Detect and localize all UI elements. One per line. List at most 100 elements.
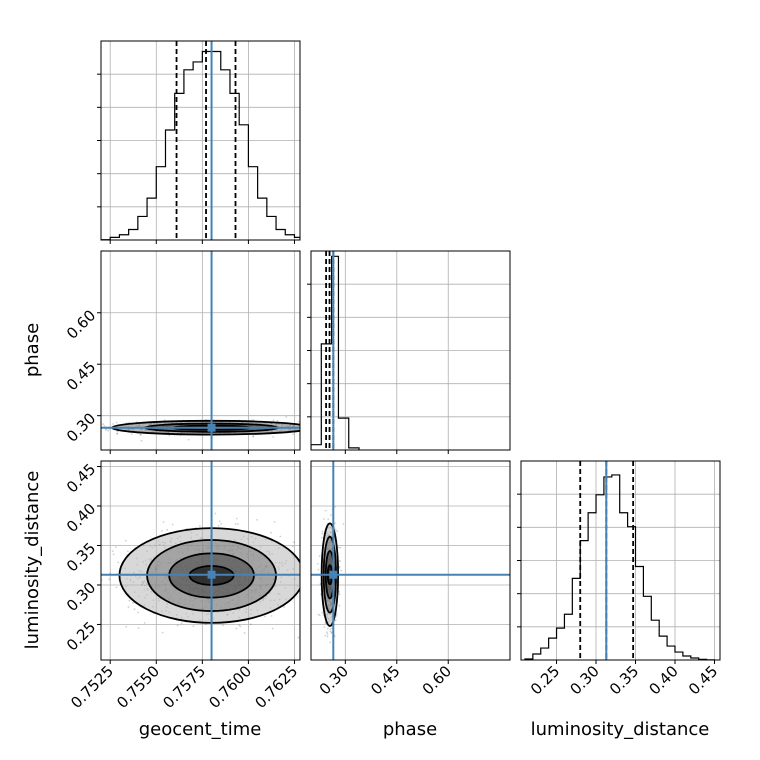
sample-point xyxy=(133,608,136,611)
sample-point xyxy=(192,625,195,627)
panel-frame xyxy=(310,460,511,661)
sample-point xyxy=(330,632,333,634)
sample-point xyxy=(222,624,225,627)
panel-frame xyxy=(100,40,301,241)
sample-point xyxy=(97,430,99,432)
x-tick-label: 0.7550 xyxy=(113,662,163,712)
sample-point xyxy=(318,614,321,617)
sample-point xyxy=(234,523,237,525)
sample-point xyxy=(317,594,319,596)
x-axis-label-phase: phase xyxy=(383,719,437,740)
sample-point xyxy=(283,606,286,608)
sample-point xyxy=(327,518,330,521)
x-tick-label: 0.45 xyxy=(685,662,721,698)
y-axis-label-luminosity-distance: luminosity_distance xyxy=(22,471,43,650)
sample-point xyxy=(130,433,133,436)
sample-point xyxy=(116,432,119,435)
sample-point xyxy=(312,429,314,431)
sample-point xyxy=(238,624,241,627)
sample-point xyxy=(334,522,336,525)
sample-point xyxy=(321,530,324,533)
sample-point xyxy=(272,419,275,422)
sample-point xyxy=(336,429,338,431)
sample-point xyxy=(124,539,127,542)
sample-point xyxy=(217,524,220,527)
sample-point xyxy=(338,566,341,568)
x-tick-label: 0.30 xyxy=(566,662,602,698)
sample-point xyxy=(256,519,258,521)
x-tick-label: 0.60 xyxy=(419,662,455,698)
sample-point xyxy=(252,434,255,437)
sample-point xyxy=(220,522,222,525)
sample-point xyxy=(76,620,78,622)
sample-point xyxy=(297,636,300,639)
sample-point xyxy=(272,436,275,438)
x-tick-label: 0.7525 xyxy=(67,662,117,712)
sample-point xyxy=(271,627,274,630)
y-tick-label: 0.25 xyxy=(63,618,99,654)
sample-point xyxy=(315,569,317,571)
sample-point xyxy=(330,627,333,630)
sample-point xyxy=(115,586,118,589)
sample-point xyxy=(143,621,146,624)
sample-point xyxy=(324,509,327,512)
sample-point xyxy=(317,613,320,616)
x-axis-label-geocent-time: geocent_time xyxy=(139,719,262,740)
sample-point xyxy=(103,424,106,427)
sample-point xyxy=(326,627,329,630)
panel-frame xyxy=(310,250,511,451)
y-tick-label: 0.60 xyxy=(63,306,99,342)
sample-point xyxy=(128,599,131,602)
sample-point xyxy=(273,520,276,523)
sample-point xyxy=(137,611,139,614)
sample-point xyxy=(304,580,306,582)
sample-point xyxy=(336,530,339,533)
sample-point xyxy=(338,604,341,607)
sample-point xyxy=(334,528,337,531)
sample-point xyxy=(292,541,295,544)
sample-point xyxy=(176,624,179,627)
sample-point xyxy=(237,523,239,525)
sample-point xyxy=(333,505,336,508)
x-tick-label: 0.35 xyxy=(606,662,642,698)
sample-point xyxy=(323,626,326,629)
sample-point xyxy=(337,430,339,432)
sample-point xyxy=(166,529,169,531)
sample-point xyxy=(316,562,319,565)
sample-point xyxy=(111,550,114,553)
sample-point xyxy=(326,633,329,635)
sample-point xyxy=(339,546,342,549)
histogram-phase xyxy=(311,255,360,450)
sample-point xyxy=(180,622,183,625)
x-tick-label: 0.40 xyxy=(645,662,681,698)
sample-point xyxy=(243,632,246,634)
sample-point xyxy=(329,630,332,633)
panel-geocent-time-vs-geocent-time xyxy=(97,40,301,244)
y-tick-label: 0.30 xyxy=(63,409,99,445)
sample-point xyxy=(334,619,337,622)
sample-point xyxy=(116,432,119,435)
sample-point xyxy=(252,435,254,438)
sample-point xyxy=(305,427,307,429)
sample-point xyxy=(270,615,273,617)
panel-luminosity-distance-vs-luminosity-distance: 0.25 0.30 0.35 0.40 0.45 xyxy=(517,460,721,698)
y-axis-label-phase: phase xyxy=(22,323,43,377)
sample-point xyxy=(326,635,329,638)
truth-marker xyxy=(207,570,216,579)
sample-point xyxy=(317,568,320,571)
x-axis-label-luminosity-distance: luminosity_distance xyxy=(531,719,710,740)
sample-point xyxy=(162,521,165,523)
panel-frame xyxy=(520,460,721,661)
panel-phase-vs-geocent-time: 0.30 0.45 0.60 xyxy=(63,250,339,454)
sample-point xyxy=(95,581,97,583)
y-tick-label: 0.45 xyxy=(63,460,99,496)
histogram-geocent-time xyxy=(101,50,300,240)
sample-point xyxy=(315,426,317,428)
sample-point xyxy=(338,590,340,593)
sample-point xyxy=(214,512,217,515)
sample-point xyxy=(326,631,328,634)
panel-luminosity-distance-vs-phase: 0.30 0.45 0.60 xyxy=(310,460,511,698)
sample-point xyxy=(117,561,120,564)
sample-point xyxy=(323,518,325,520)
